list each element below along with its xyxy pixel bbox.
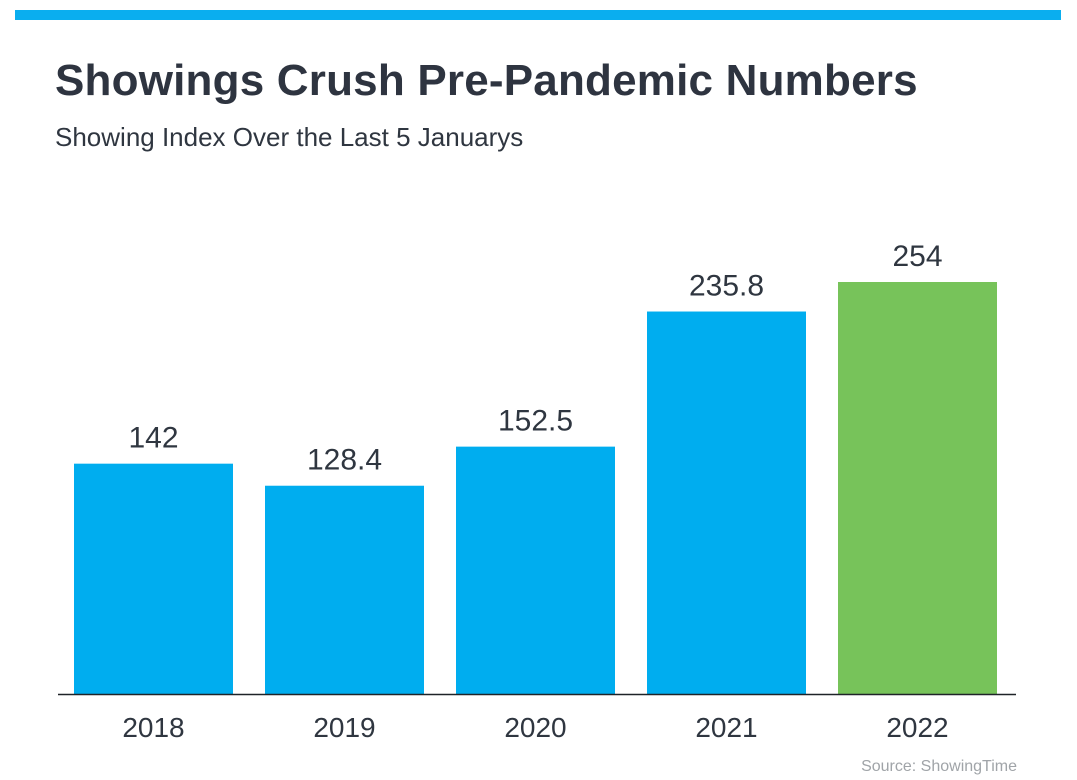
bar-2018 <box>74 463 233 694</box>
bar-group <box>74 282 997 694</box>
chart-title: Showings Crush Pre-Pandemic Numbers <box>55 56 918 105</box>
chart-subtitle: Showing Index Over the Last 5 Januarys <box>55 122 524 152</box>
bar-2021 <box>647 311 806 694</box>
x-tick-label-2021: 2021 <box>695 712 757 743</box>
value-label-2018: 142 <box>128 422 178 455</box>
x-tick-label-2022: 2022 <box>886 712 948 743</box>
value-label-2020: 152.5 <box>498 405 573 438</box>
value-label-2019: 128.4 <box>307 444 382 477</box>
bar-2019 <box>265 485 424 694</box>
value-label-group: 142 128.4 152.5 235.8 254 <box>128 240 942 477</box>
source-note: Source: ShowingTime <box>861 758 1017 775</box>
value-label-2022: 254 <box>892 240 942 273</box>
value-label-2021: 235.8 <box>689 270 764 303</box>
x-tick-label-2020: 2020 <box>504 712 566 743</box>
x-tick-label-2019: 2019 <box>313 712 375 743</box>
x-tick-label-group: 2018 2019 2020 2021 2022 <box>122 712 948 743</box>
x-tick-label-2018: 2018 <box>122 712 184 743</box>
top-accent-bar <box>15 10 1061 20</box>
bar-2020 <box>456 446 615 694</box>
bar-2022 <box>838 282 997 694</box>
